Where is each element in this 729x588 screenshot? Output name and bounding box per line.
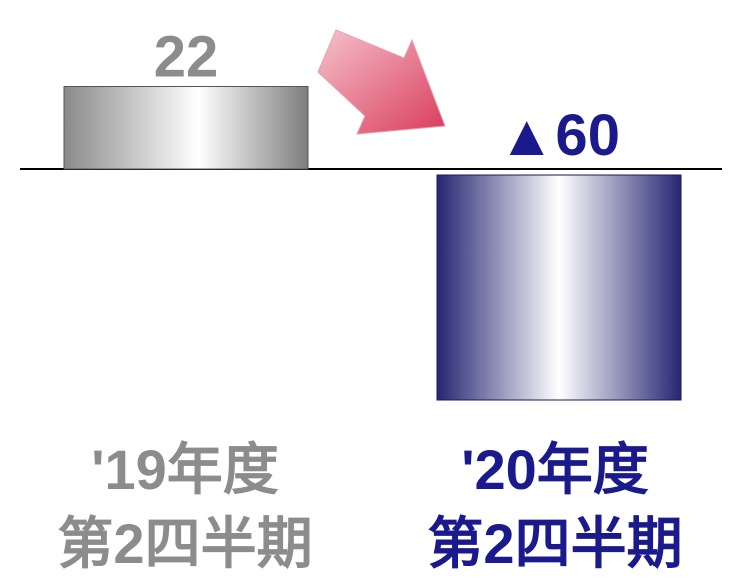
value-label-2019: 22 [154,25,219,90]
bar-2019-q2 [63,86,309,170]
category-label-2019-line1: '19年度 [91,438,279,501]
down-right-arrow-icon [317,29,446,135]
category-label-2020-line1: '20年度 [461,438,649,501]
category-label-2019-line2: 第2四半期 [57,512,313,575]
value-label-2020: ▲60 [498,103,620,168]
bar-2020-q2 [436,174,682,401]
category-label-2020-line2: 第2四半期 [427,512,683,575]
